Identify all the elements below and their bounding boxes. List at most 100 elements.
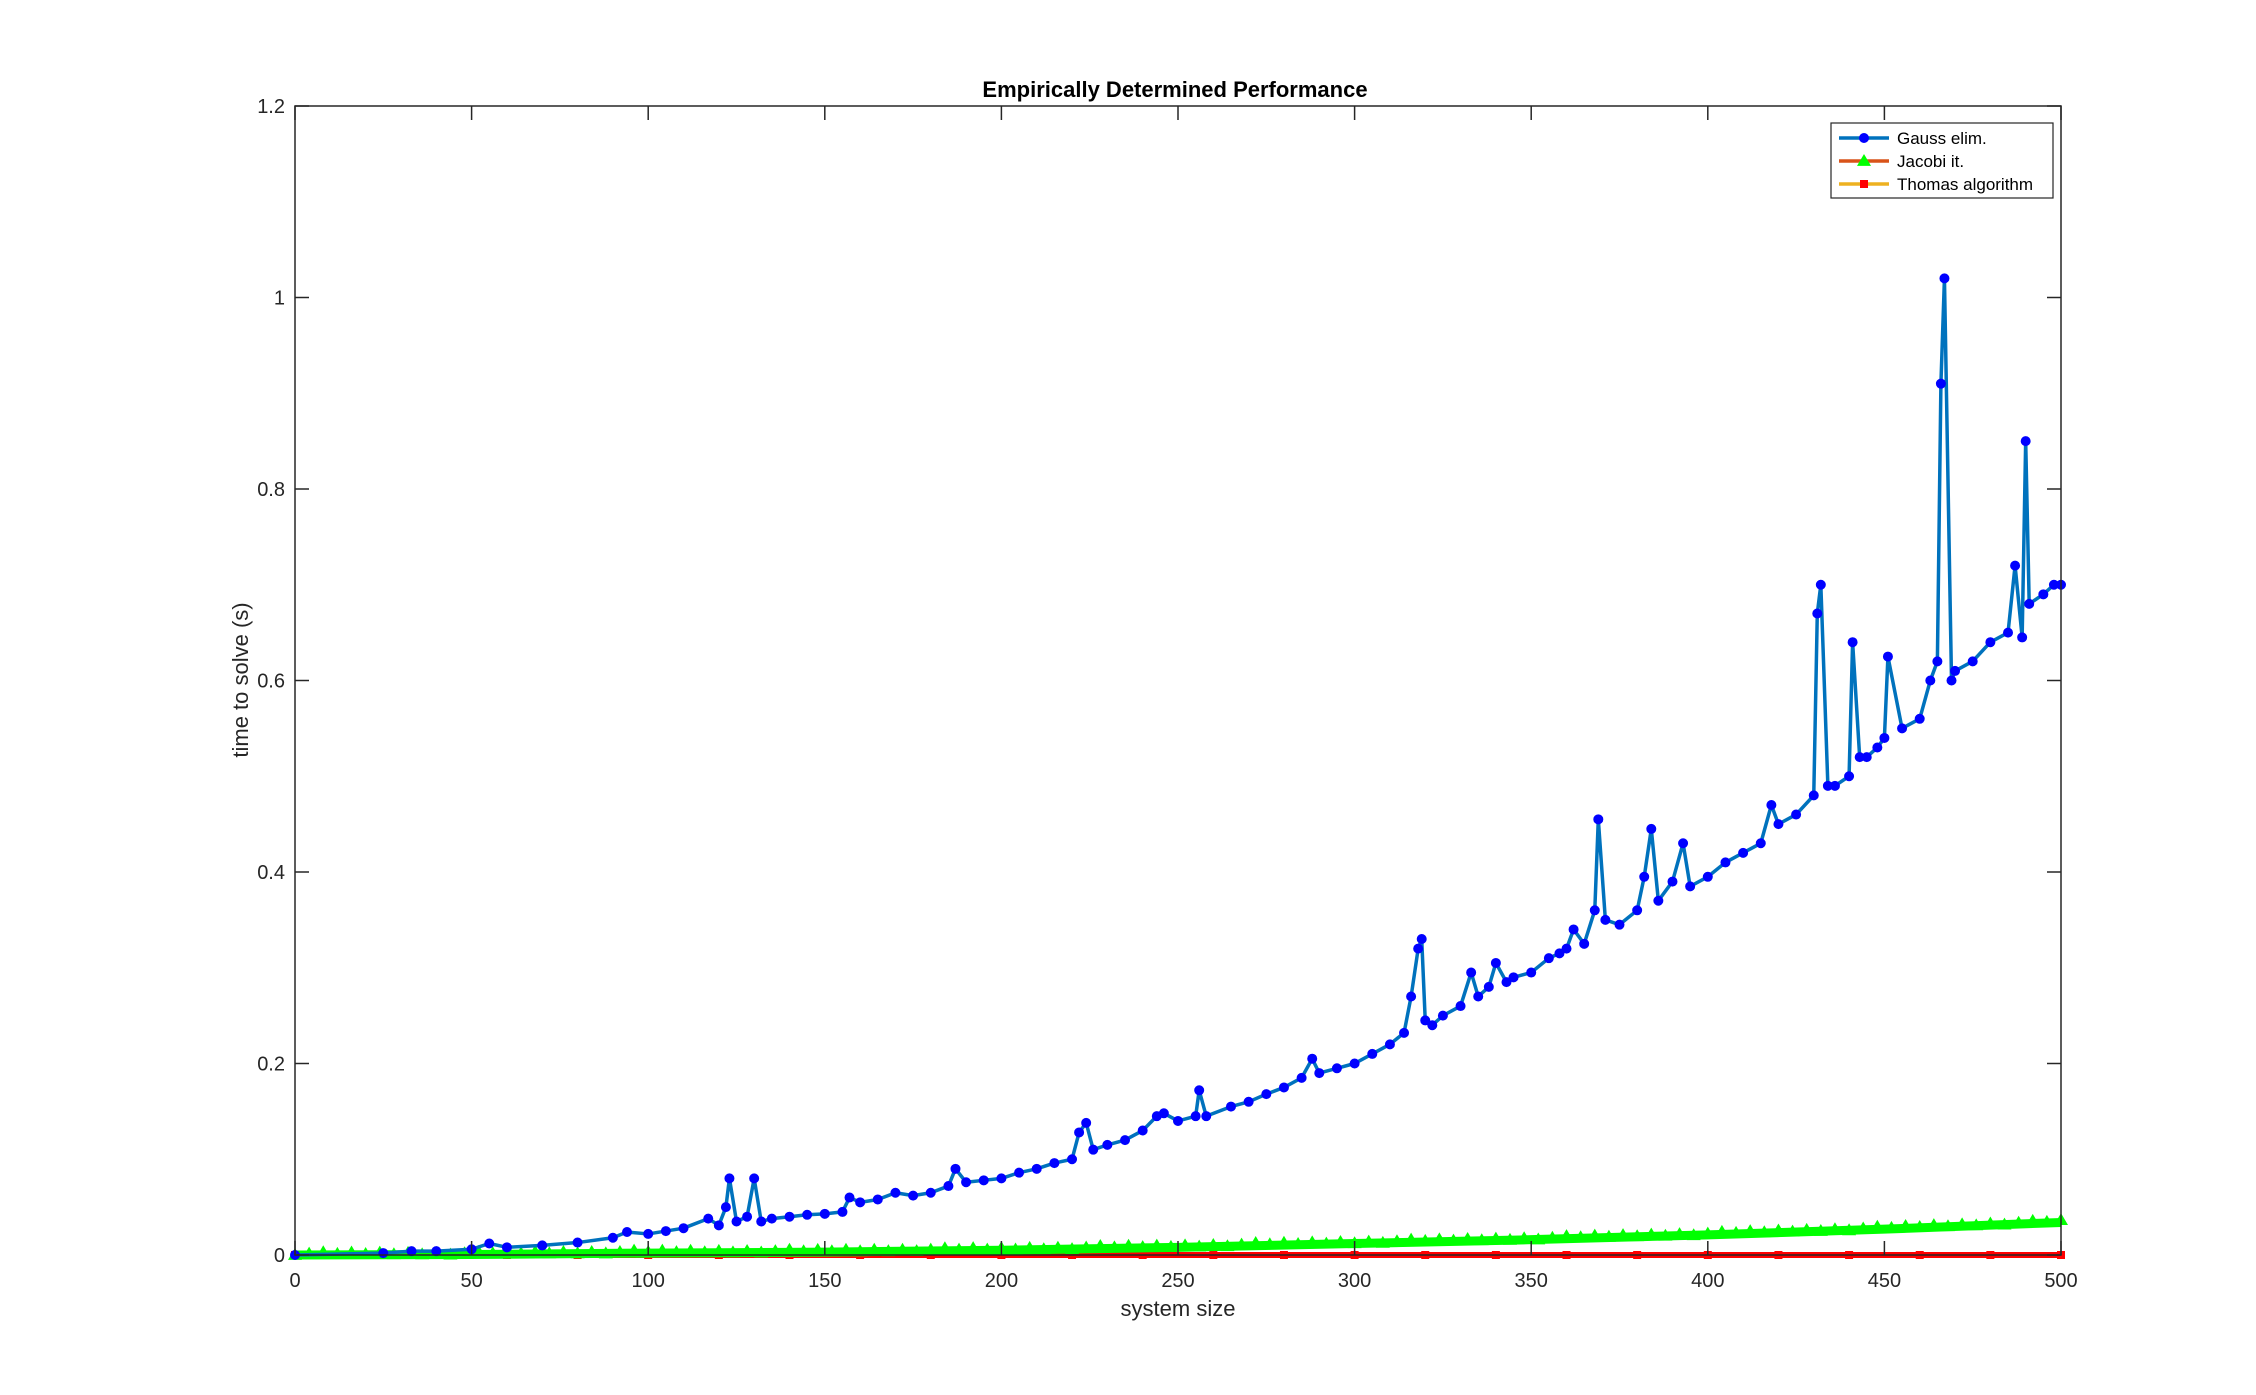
gauss-marker [572,1237,583,1248]
legend-marker [1859,133,1869,143]
gauss-marker [943,1181,954,1192]
y-tick-label: 1.2 [257,96,285,118]
gauss-marker [2020,436,2031,447]
jacobi-marker [1517,1231,1532,1244]
legend[interactable]: Gauss elim. Jacobi it. Thomas algorithm [1830,122,2054,199]
jacobi-marker [867,1242,882,1255]
gauss-marker [501,1242,512,1253]
gauss-marker [1049,1158,1060,1169]
gauss-marker [1653,895,1664,906]
gauss-marker [1935,378,1946,389]
jacobi-marker [683,1243,698,1256]
gauss-marker [1331,1063,1342,1074]
gauss-marker [1399,1027,1410,1038]
jacobi-marker [1884,1220,1899,1233]
jacobi-marker [881,1244,896,1257]
jacobi-marker [556,1244,571,1257]
gauss-marker [837,1206,848,1217]
gauss-marker [484,1238,495,1249]
jacobi-marker [1121,1238,1136,1251]
jacobi-marker [1940,1219,1955,1232]
jacobi-marker [1686,1228,1701,1241]
gauss-marker [1455,1001,1466,1012]
gauss-marker [1466,967,1477,978]
jacobi-marker [1262,1237,1277,1250]
gauss-marker [1808,790,1819,801]
x-tick-label: 150 [808,1270,841,1292]
gauss-marker [1508,972,1519,983]
gauss-marker [2010,560,2021,571]
jacobi-marker [1983,1216,1998,1229]
jacobi-marker [1291,1236,1306,1249]
legend-item[interactable]: Jacobi it. [1839,152,1964,171]
jacobi-marker [923,1242,938,1255]
gauss-marker [1967,656,1978,667]
legend-label: Thomas algorithm [1897,175,2033,194]
gauss-marker [1483,981,1494,992]
gauss-marker [1847,637,1858,648]
jacobi-marker [443,1247,458,1260]
gauss-marker [1773,819,1784,830]
chart-title: Empirically Determined Performance [982,77,1367,102]
gauss-marker [749,1173,760,1184]
gauss-marker [1844,771,1855,782]
jacobi-marker [768,1244,783,1256]
gauss-marker [2038,589,2049,600]
jacobi-marker [782,1242,797,1255]
gauss-marker [622,1227,633,1238]
gauss-marker [766,1213,777,1224]
jacobi-marker [1714,1224,1729,1237]
gauss-marker [844,1192,855,1203]
jacobi-marker [1545,1230,1560,1243]
jacobi-marker [1616,1228,1631,1241]
gauss-marker [784,1211,795,1222]
gauss-marker [890,1187,901,1198]
x-tick-label: 500 [2044,1270,2077,1292]
y-tick-label: 0.2 [257,1054,285,1076]
jacobi-marker [1022,1240,1037,1253]
jacobi-marker [1997,1217,2012,1230]
jacobi-marker [937,1241,952,1254]
jacobi-marker [838,1242,853,1255]
jacobi-marker [1771,1223,1786,1236]
gauss-marker [1081,1117,1092,1128]
gauss-marker [1614,919,1625,930]
gauss-marker [961,1177,972,1188]
gauss-marker [1720,857,1731,868]
gauss-marker [1738,847,1749,858]
jacobi-marker [1093,1238,1108,1251]
jacobi-marker [1503,1232,1518,1245]
gauss-marker [731,1216,742,1227]
gauss-marker [678,1223,689,1234]
y-tick-label: 1 [274,288,285,310]
gauss-marker [996,1173,1007,1184]
gauss-marker [1568,924,1579,935]
gauss-marker [1667,876,1678,887]
gauss-marker [1088,1144,1099,1155]
gauss-marker [2003,627,2014,638]
jacobi-marker [415,1247,430,1260]
jacobi-marker [1757,1225,1772,1238]
jacobi-marker [1785,1224,1800,1237]
gauss-marker [1985,637,1996,648]
jacobi-marker [1460,1231,1475,1244]
legend-item[interactable]: Thomas algorithm [1839,175,2033,194]
gauss-marker [1678,838,1689,849]
jacobi-marker [584,1244,599,1257]
gauss-marker [1190,1111,1201,1122]
jacobi-marker [1036,1242,1051,1255]
jacobi-marker [1276,1235,1291,1248]
jacobi-marker [1827,1222,1842,1235]
jacobi-marker [1969,1218,1984,1231]
jacobi-marker [1149,1238,1164,1251]
jacobi-marker [1163,1239,1178,1252]
jacobi-marker [740,1243,755,1256]
jacobi-marker [612,1245,627,1257]
gauss-marker [1420,1015,1431,1026]
gauss-marker [1897,723,1908,734]
jacobi-marker [853,1244,868,1257]
jacobi-marker [1700,1226,1715,1239]
legend-item[interactable]: Gauss elim. [1839,129,1987,148]
jacobi-marker [1729,1225,1744,1238]
jacobi-marker [1065,1242,1080,1254]
